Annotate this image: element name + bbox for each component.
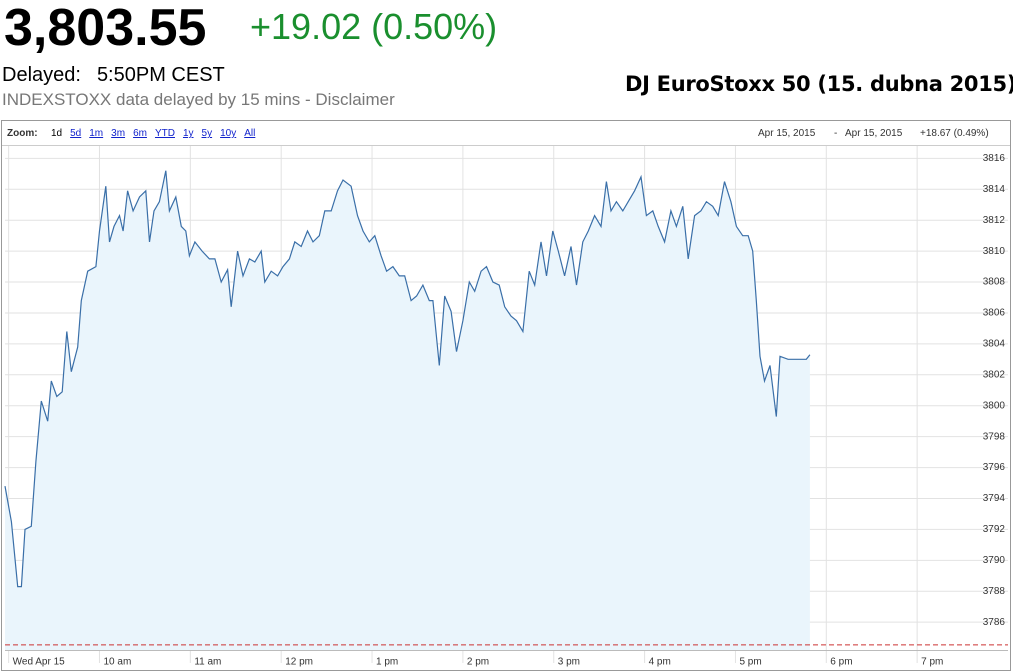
- y-tick-label: 3792: [983, 524, 1006, 535]
- y-tick-label: 3786: [983, 617, 1006, 628]
- y-tick-label: 3802: [983, 369, 1006, 380]
- zoom-option[interactable]: 5d: [70, 128, 81, 139]
- y-tick-label: 3794: [983, 493, 1006, 504]
- x-tick-label: Wed Apr 15: [13, 657, 66, 668]
- x-tick-label: 2 pm: [467, 657, 489, 668]
- x-tick-label: 11 am: [194, 657, 221, 668]
- chart-title: DJ EuroStoxx 50 (15. dubna 2015): [625, 72, 1013, 96]
- y-tick-label: 3812: [983, 215, 1006, 226]
- range-end: Apr 15, 2015: [845, 128, 903, 139]
- y-tick-label: 3800: [983, 400, 1006, 411]
- x-tick-label: 10 am: [103, 657, 131, 668]
- zoom-option[interactable]: All: [244, 128, 255, 139]
- x-tick-label: 5 pm: [739, 657, 761, 668]
- x-tick-label: 7 pm: [921, 657, 943, 668]
- y-tick-label: 3808: [983, 277, 1006, 288]
- range-sep: -: [834, 128, 837, 139]
- zoom-option[interactable]: 1d: [51, 128, 62, 139]
- y-tick-label: 3790: [983, 555, 1006, 566]
- x-tick-label: 3 pm: [558, 657, 580, 668]
- disclaimer[interactable]: INDEXSTOXX data delayed by 15 mins - Dis…: [2, 90, 395, 109]
- x-tick-label: 12 pm: [285, 657, 313, 668]
- price: 3,803.55: [4, 0, 207, 57]
- y-tick-label: 3804: [983, 339, 1006, 350]
- y-tick-label: 3798: [983, 431, 1006, 442]
- y-tick-label: 3806: [983, 308, 1006, 319]
- y-tick-label: 3796: [983, 462, 1006, 473]
- range-change: +18.67 (0.49%): [920, 128, 989, 139]
- zoom-option[interactable]: 1m: [89, 128, 103, 139]
- y-tick-label: 3810: [983, 246, 1006, 257]
- zoom-option[interactable]: 6m: [133, 128, 147, 139]
- y-tick-label: 3814: [983, 184, 1006, 195]
- y-tick-label: 3788: [983, 586, 1006, 597]
- zoom-option[interactable]: 3m: [111, 128, 125, 139]
- x-tick-label: 1 pm: [376, 657, 398, 668]
- zoom-option[interactable]: 1y: [183, 128, 194, 139]
- range-start: Apr 15, 2015: [758, 128, 816, 139]
- zoom-option[interactable]: 10y: [220, 128, 236, 139]
- price-line: [4, 170, 811, 588]
- area-fill: [5, 170, 810, 650]
- x-tick-label: 6 pm: [830, 657, 852, 668]
- delay-time: 5:50PM CEST: [96, 64, 225, 86]
- zoom-option[interactable]: 5y: [202, 128, 213, 139]
- delay-label: Delayed:: [2, 64, 81, 86]
- zoom-label: Zoom:: [7, 128, 38, 139]
- chart: Zoom: 1d 5d 1m 3m 6m YTD 1y 5y 10y All Apr 15, 2015…: [1, 120, 1011, 671]
- y-tick-label: 3816: [983, 153, 1006, 164]
- x-tick-label: 4 pm: [649, 657, 671, 668]
- delay-info: Delayed: 5:50PM CEST: [2, 64, 225, 87]
- zoom-option[interactable]: YTD: [155, 128, 175, 139]
- price-change: +19.02 (0.50%): [250, 6, 498, 47]
